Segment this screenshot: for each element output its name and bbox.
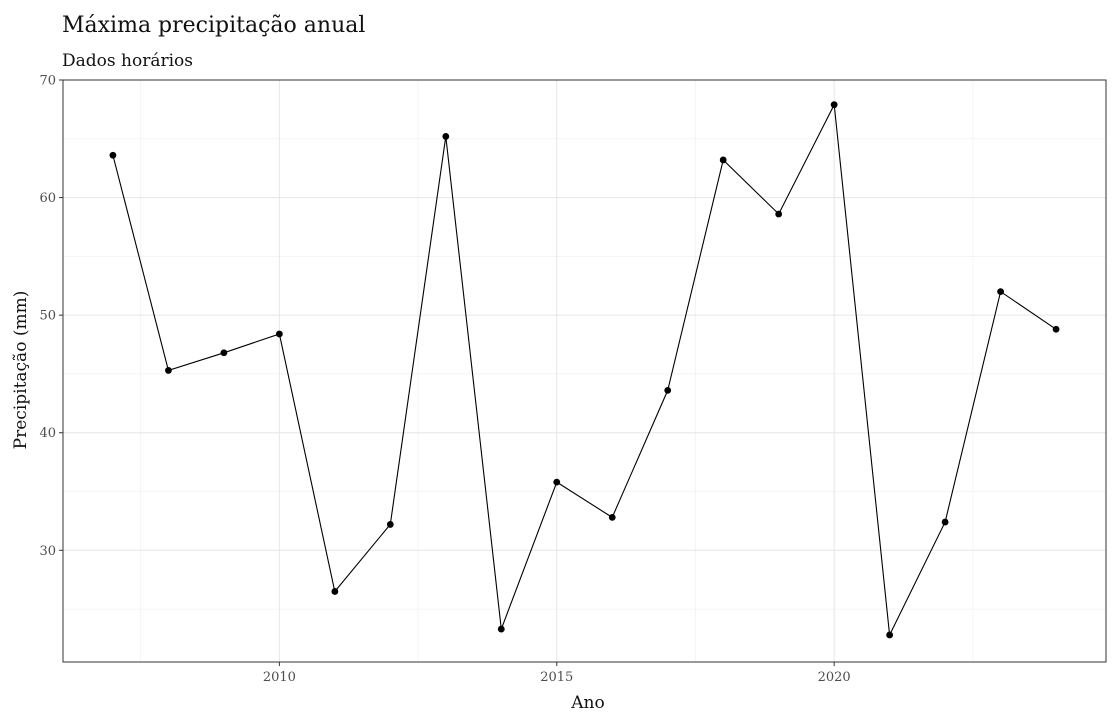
series-line bbox=[112, 102, 1057, 637]
axes: 2010 2015 2020 30 40 50 60 70 bbox=[39, 74, 1107, 685]
data-point bbox=[997, 288, 1004, 296]
data-point bbox=[109, 151, 117, 159]
data-point bbox=[830, 101, 838, 109]
x-tick-label: 2010 bbox=[263, 670, 296, 685]
x-tick-label: 2020 bbox=[818, 670, 851, 685]
panel-border bbox=[62, 79, 1107, 663]
data-point bbox=[442, 133, 450, 140]
x-tick-label: 2015 bbox=[540, 670, 573, 685]
data-point bbox=[775, 210, 783, 218]
data-point bbox=[386, 521, 394, 528]
data-point bbox=[497, 625, 505, 633]
data-point bbox=[719, 156, 727, 164]
y-tick-label: 30 bbox=[39, 544, 56, 559]
x-axis-title: Ano bbox=[570, 693, 604, 713]
y-tick-label: 50 bbox=[39, 309, 56, 324]
y-tick-label: 60 bbox=[39, 191, 56, 206]
data-point bbox=[553, 478, 561, 486]
chart-title: Máxima precipitação anual bbox=[62, 13, 365, 38]
series-layer bbox=[109, 101, 1060, 639]
data-point bbox=[941, 518, 949, 526]
data-point bbox=[1052, 325, 1060, 333]
grid bbox=[63, 79, 1106, 662]
y-tick-label: 40 bbox=[39, 426, 56, 441]
y-axis-title: Precipitação (mm) bbox=[11, 291, 31, 450]
data-point bbox=[220, 349, 228, 357]
chart-subtitle: Dados horários bbox=[62, 51, 193, 71]
data-point bbox=[886, 631, 894, 639]
y-tick-label: 70 bbox=[39, 74, 56, 89]
data-point bbox=[275, 330, 283, 338]
data-point bbox=[331, 588, 339, 595]
data-point bbox=[664, 387, 672, 394]
data-point bbox=[165, 367, 172, 374]
data-point bbox=[608, 513, 616, 521]
